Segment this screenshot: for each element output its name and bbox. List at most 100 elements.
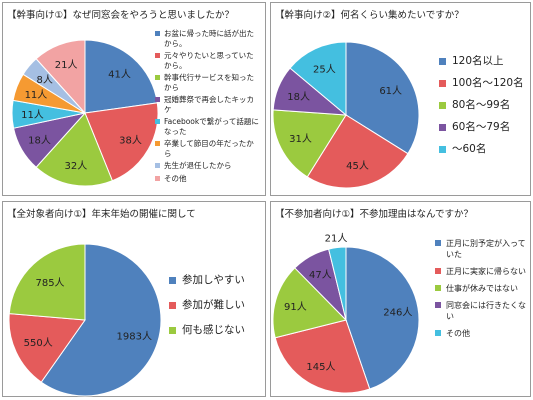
- legend-item: 仕事が休みではない: [435, 283, 529, 294]
- legend-label: 60名～79名: [452, 121, 511, 133]
- legend-swatch: [155, 53, 160, 58]
- chart-panel-4: 【不参加者向け①】不参加理由はなんですか？ 246人 145人 91人 47人 21人 …: [270, 201, 531, 397]
- legend-item: ～60名: [439, 143, 529, 156]
- legend-swatch: [155, 163, 160, 168]
- legend-label: 冠婚葬祭で再会したキッカケ: [164, 95, 254, 114]
- legend-swatch: [155, 141, 160, 146]
- data-label: 145人: [306, 361, 335, 373]
- chart-title: 【全対象者向け①】年末年始の開催に関して: [7, 209, 196, 220]
- legend-label: 120名以上: [452, 55, 504, 67]
- legend-item: 正月に実家に帰らない: [435, 266, 529, 277]
- data-label: 32人: [65, 160, 88, 172]
- chart-panel-1: 【幹事向け①】なぜ同窓会をやろうと思いましたか？ 41人 38人 32人 18人 11人…: [2, 2, 266, 196]
- pie-slice: [40, 243, 162, 397]
- legend-label: 仕事が休みではない: [446, 284, 518, 293]
- pie-slice: [84, 39, 158, 114]
- legend-label: 100名～120名: [452, 77, 524, 89]
- legend-label: 80名～99名: [452, 99, 511, 111]
- legend-item: 冠婚葬祭で再会したキッカケ: [155, 95, 265, 114]
- legend-label: ～60名: [452, 143, 487, 155]
- legend-swatch: [439, 80, 446, 87]
- chart-legend: 正月に別予定が入っていた正月に実家に帰らない 仕事が休みではない同窓会には行きたく…: [435, 238, 529, 345]
- legend-label: 参加しやすい: [182, 274, 245, 286]
- data-label: 38人: [119, 134, 142, 146]
- pie-slice: [274, 319, 371, 394]
- legend-item: 80名～99名: [439, 99, 529, 112]
- chart-title: 【幹事向け①】なぜ同窓会をやろうと思いましたか？: [7, 10, 235, 21]
- legend-swatch: [435, 268, 441, 274]
- legend-swatch: [439, 124, 446, 131]
- legend-label: 正月に実家に帰らない: [446, 267, 526, 276]
- legend-item: 幹事代行サービスを知ったから: [155, 73, 265, 92]
- legend-item: 60名～79名: [439, 121, 529, 134]
- pie-slice: [272, 267, 347, 339]
- chart-panel-2: 【幹事向け②】何名くらい集めたいですか？ 61人 45人 31人 18人 25人 120…: [270, 2, 531, 196]
- legend-item: 卒業して節目の年だったから: [155, 139, 265, 158]
- legend-swatch: [435, 330, 441, 336]
- pie-slice: [306, 114, 409, 189]
- pie-slice: [35, 112, 113, 187]
- legend-item: その他: [435, 328, 529, 339]
- legend-label: 正月に別予定が入っていた: [446, 239, 526, 259]
- legend-item: その他: [155, 174, 265, 184]
- legend-label: 何も感じない: [182, 324, 245, 336]
- data-label: 18人: [28, 134, 51, 146]
- chart-legend: お盆に帰った時に話が出たから。 元々やりたいと思っていたから。 幹事代行サービスを知…: [155, 29, 265, 186]
- legend-swatch: [439, 102, 446, 109]
- chart-title: 【幹事向け②】何名くらい集めたいですか？: [275, 10, 464, 21]
- legend-item: 正月に別予定が入っていた: [435, 238, 529, 260]
- data-label: 47人: [309, 269, 332, 281]
- chart-panel-3: 【全対象者向け①】年末年始の開催に関して 1983人 550人 785人 参加しやす…: [2, 201, 266, 397]
- data-label: 550人: [24, 337, 53, 349]
- legend-swatch: [435, 240, 441, 246]
- legend-swatch: [155, 175, 160, 181]
- pie-chart: 61人 45人 31人 18人 25人: [272, 41, 420, 189]
- legend-item: お盆に帰った時に話が出たから。: [155, 29, 265, 48]
- legend-label: お盆に帰った時に話が出たから。: [164, 29, 254, 48]
- pie-slice: [8, 243, 86, 321]
- legend-item: 参加しやすい: [169, 274, 265, 287]
- legend-item: 同窓会には行きたくない: [435, 300, 529, 322]
- legend-swatch: [439, 58, 446, 65]
- legend-swatch: [435, 285, 441, 291]
- legend-label: Facebookで繋がって話題になった: [164, 117, 259, 136]
- legend-label: 元々やりたいと思っていたから。: [164, 51, 254, 70]
- data-label: 25人: [313, 64, 336, 76]
- legend-label: その他: [164, 173, 187, 183]
- data-label: 61人: [379, 85, 402, 97]
- legend-swatch: [155, 119, 160, 124]
- pie-slice: [345, 246, 420, 390]
- legend-label: その他: [446, 329, 470, 338]
- legend-item: 100名～120名: [439, 77, 529, 90]
- data-label: 21人: [55, 59, 78, 71]
- data-label: 41人: [108, 68, 131, 80]
- data-label: 785人: [35, 277, 64, 289]
- pie-slice: [8, 313, 86, 383]
- data-label: 45人: [346, 160, 369, 172]
- legend-item: 元々やりたいと思っていたから。: [155, 51, 265, 70]
- legend-swatch: [155, 75, 160, 80]
- pie-slice: [272, 109, 347, 178]
- legend-item: 先生が退任したから: [155, 161, 265, 171]
- data-label: 21人: [325, 232, 348, 244]
- chart-legend: 参加しやすい 参加が難しい 何も感じない: [169, 274, 265, 349]
- pie-slice: [289, 41, 347, 117]
- legend-label: 参加が難しい: [182, 299, 245, 311]
- legend-label: 同窓会には行きたくない: [446, 301, 526, 321]
- chart-legend: 120名以上 100名～120名 80名～99名 60名～79名 ～60名: [439, 55, 529, 165]
- legend-swatch: [169, 302, 176, 309]
- chart-title: 【不参加者向け①】不参加理由はなんですか？: [275, 209, 474, 220]
- legend-label: 幹事代行サービスを知ったから: [164, 73, 254, 92]
- data-label: 246人: [383, 306, 412, 318]
- data-label: 11人: [25, 89, 48, 101]
- pie-slice: [84, 102, 159, 182]
- data-label: 8人: [37, 74, 53, 86]
- pie-slice: [35, 39, 86, 115]
- legend-label: 先生が退任したから: [164, 161, 232, 170]
- data-label: 18人: [287, 91, 310, 103]
- legend-swatch: [435, 302, 441, 308]
- pie-chart: 246人 145人 91人 47人 21人: [272, 232, 420, 394]
- legend-label: 卒業して節目の年だったから: [164, 139, 254, 158]
- data-label: 11人: [21, 109, 44, 121]
- pie-slice: [345, 41, 420, 155]
